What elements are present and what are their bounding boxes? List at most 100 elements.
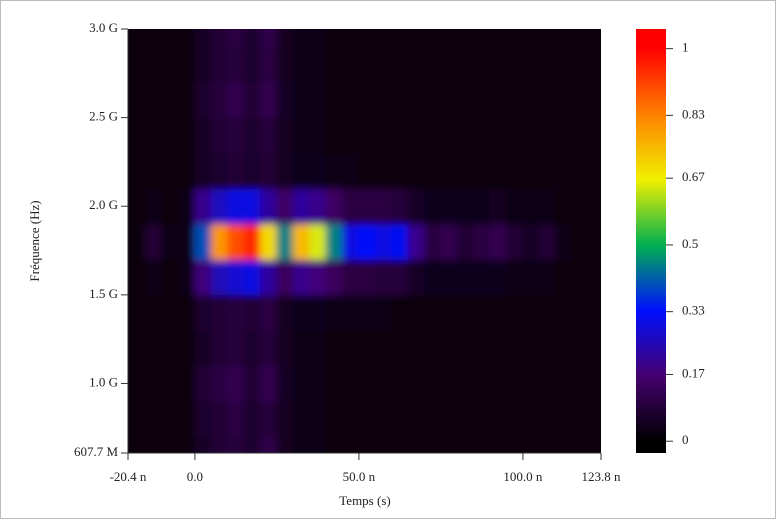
heat-cell — [440, 436, 458, 453]
heat-cell — [292, 29, 311, 48]
heat-cell — [424, 152, 442, 190]
heat-cell — [227, 223, 245, 260]
heat-cell — [440, 294, 458, 331]
heat-cell — [276, 258, 294, 296]
heat-cell — [374, 81, 393, 119]
heat-cell — [145, 400, 163, 438]
heat-cell — [391, 81, 409, 119]
heat-cell — [243, 400, 262, 438]
heat-cell — [325, 294, 344, 331]
heat-cell — [489, 46, 508, 83]
heat-cell — [473, 436, 491, 453]
heat-cell — [407, 365, 426, 402]
heat-cell — [391, 223, 409, 260]
heat-cell — [161, 365, 180, 402]
heat-cell — [456, 258, 475, 296]
heat-cell — [342, 258, 360, 296]
heat-cell — [522, 46, 540, 83]
heat-cell — [145, 436, 163, 453]
heat-cell — [145, 188, 163, 225]
heat-cell — [473, 188, 491, 225]
heat-cell — [391, 436, 409, 453]
heat-cell — [276, 46, 294, 83]
heat-cell — [506, 223, 524, 260]
heat-cell — [538, 223, 557, 260]
heat-cell — [456, 329, 475, 367]
heat-cell — [374, 117, 393, 154]
heat-cell — [210, 400, 229, 438]
heat-cell — [538, 46, 557, 83]
heat-cell — [456, 365, 475, 402]
heat-cell — [243, 188, 262, 225]
heat-cell — [178, 81, 196, 119]
heat-cell — [571, 329, 590, 367]
heat-cell — [374, 329, 393, 367]
heat-cell — [260, 188, 278, 225]
heat-cell — [342, 29, 360, 48]
heat-cell — [292, 258, 311, 296]
heat-cell — [145, 294, 163, 331]
heat-cell — [571, 117, 590, 154]
heat-cell — [424, 400, 442, 438]
colorbar-tick-label: 0.33 — [682, 303, 705, 318]
heat-cell — [456, 436, 475, 453]
heat-cell — [522, 223, 540, 260]
heat-cell — [588, 46, 601, 83]
heat-cell — [227, 81, 245, 119]
heat-cell — [588, 436, 601, 453]
heat-cell — [210, 188, 229, 225]
x-tick-label: 0.0 — [187, 469, 203, 484]
heat-cell — [342, 81, 360, 119]
heat-cell — [309, 365, 327, 402]
heat-cell — [407, 436, 426, 453]
heat-cell — [391, 46, 409, 83]
heat-cell — [210, 329, 229, 367]
heat-cell — [161, 117, 180, 154]
heat-cell — [407, 29, 426, 48]
heat-cell — [538, 436, 557, 453]
heat-cell — [292, 46, 311, 83]
colorbar — [636, 29, 666, 453]
heat-cell — [440, 329, 458, 367]
heat-cell — [145, 223, 163, 260]
heat-cell — [522, 29, 540, 48]
heat-cell — [555, 258, 573, 296]
heat-cell — [276, 152, 294, 190]
heat-cell — [588, 152, 601, 190]
heat-cell — [391, 152, 409, 190]
heat-cell — [260, 81, 278, 119]
x-tick-label: 123.8 n — [582, 469, 622, 484]
heat-cell — [424, 46, 442, 83]
heat-cell — [374, 46, 393, 83]
heat-cell — [571, 436, 590, 453]
heat-cell — [571, 223, 590, 260]
heat-cell — [161, 81, 180, 119]
heat-cell — [473, 294, 491, 331]
heat-cell — [276, 223, 294, 260]
heat-cell — [473, 46, 491, 83]
heat-cell — [424, 436, 442, 453]
heat-cell — [227, 294, 245, 331]
y-tick-label: 2.0 G — [89, 197, 118, 212]
heat-cell — [292, 400, 311, 438]
heat-cell — [506, 46, 524, 83]
heat-cell — [342, 223, 360, 260]
heat-cell — [391, 400, 409, 438]
heat-cell — [260, 436, 278, 453]
heat-cell — [210, 152, 229, 190]
heat-cell — [227, 46, 245, 83]
heat-cell — [342, 188, 360, 225]
heat-cell — [210, 258, 229, 296]
heat-cell — [588, 81, 601, 119]
heat-cell — [522, 329, 540, 367]
heat-cell — [325, 81, 344, 119]
heat-cell — [506, 258, 524, 296]
heat-cell — [391, 365, 409, 402]
heat-cell — [194, 223, 212, 260]
heat-cell — [506, 400, 524, 438]
heat-cell — [555, 365, 573, 402]
heat-cell — [128, 436, 147, 453]
heat-cell — [145, 329, 163, 367]
heat-cell — [210, 29, 229, 48]
heat-cell — [309, 46, 327, 83]
